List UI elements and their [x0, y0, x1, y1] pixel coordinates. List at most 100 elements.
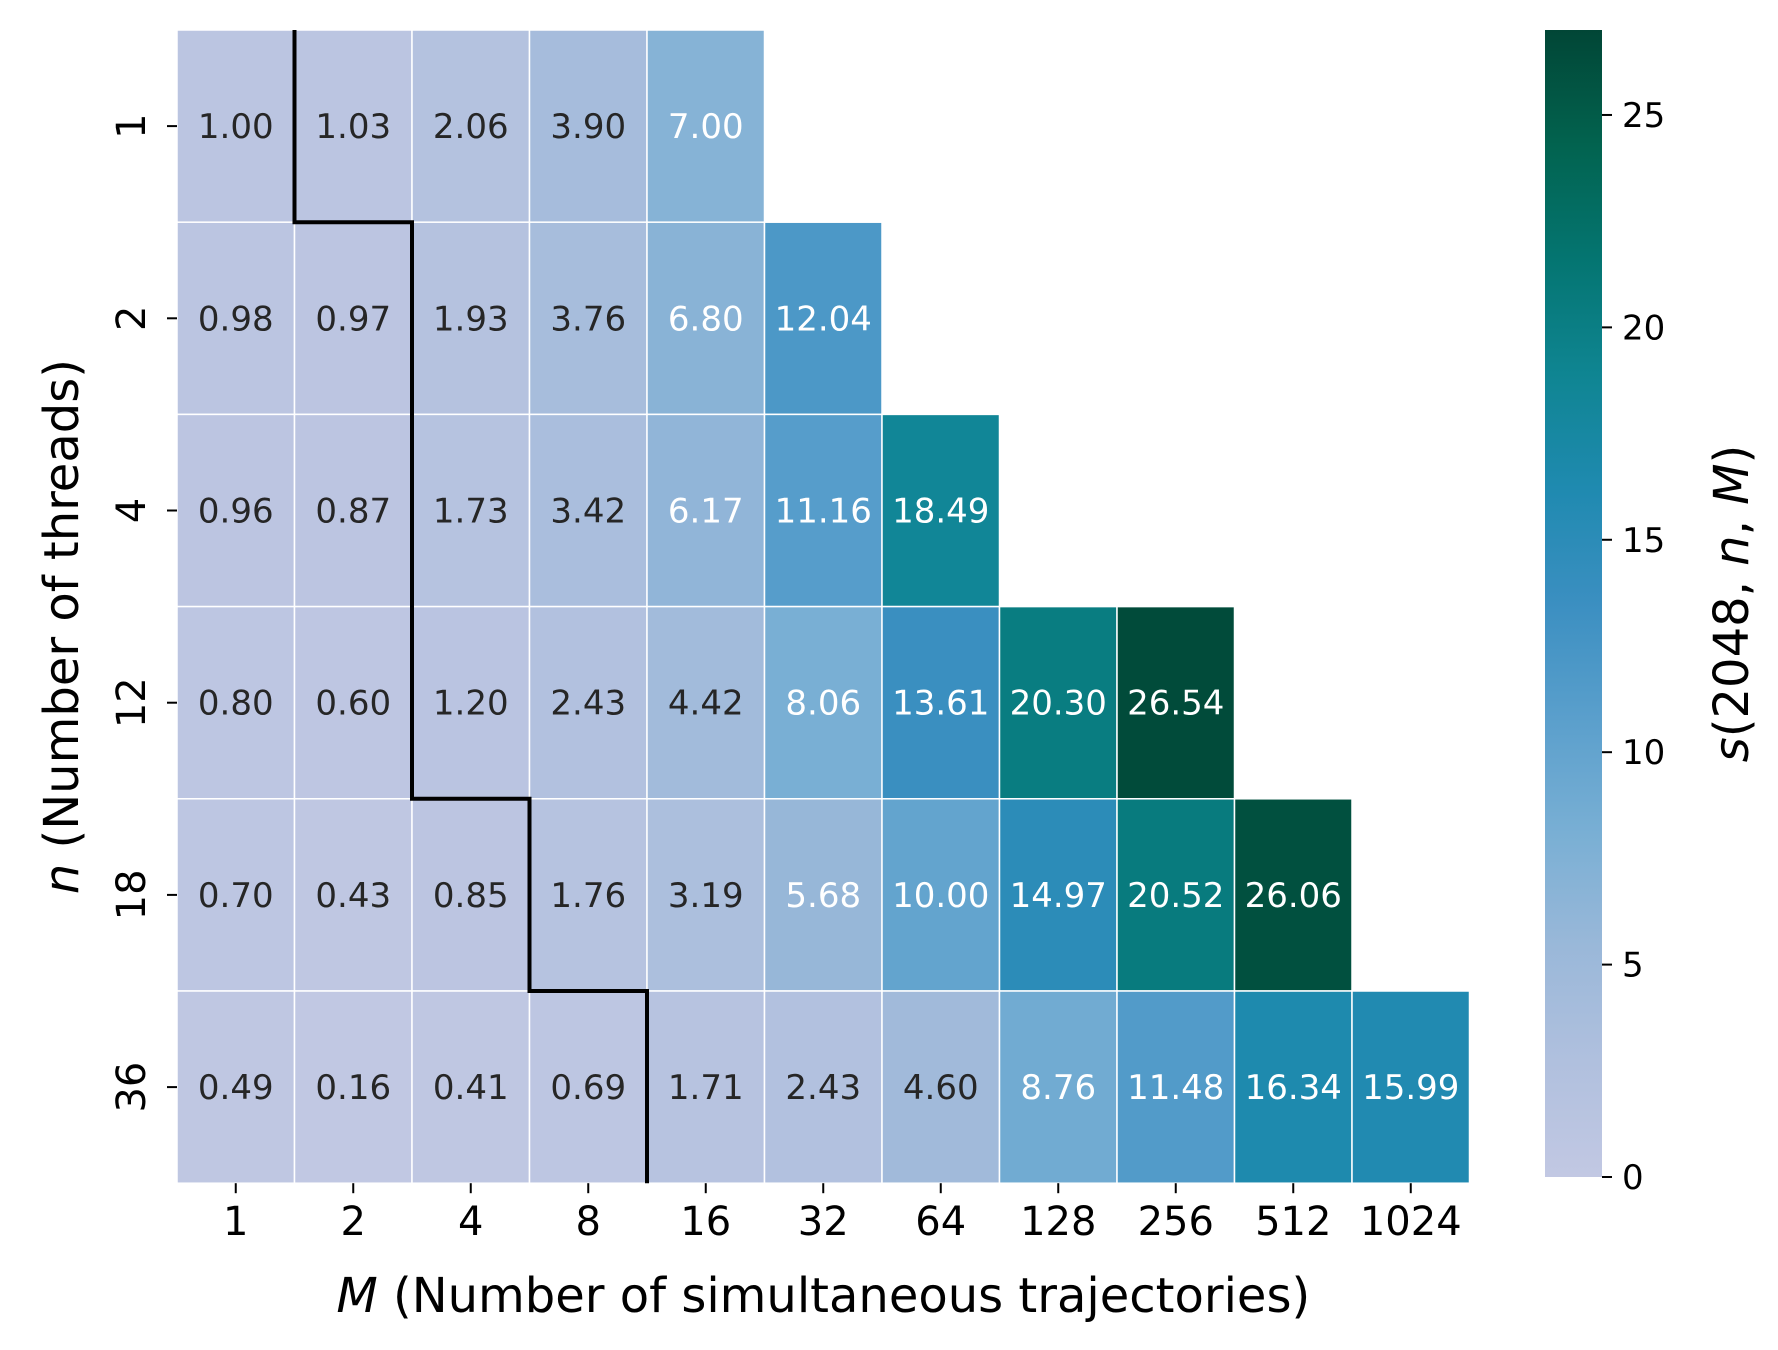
heatmap-cell [411, 29, 531, 223]
colorbar [1545, 30, 1602, 1177]
heatmap-cell [1116, 990, 1236, 1184]
cell-value-label: 15.99 [1362, 1068, 1459, 1108]
x-tick-label: 16 [680, 1199, 731, 1245]
x-tick-label: 1 [223, 1199, 248, 1245]
cell-value-label: 3.76 [550, 299, 626, 339]
cell-value-label: 0.85 [433, 876, 509, 916]
heatmap-cell [881, 605, 1001, 800]
heatmap-cell [1233, 798, 1353, 992]
cell-value-label: 20.30 [1010, 684, 1107, 724]
cell-value-label: 1.20 [433, 684, 509, 724]
heatmap-cell [1116, 798, 1236, 992]
heatmap-cell [646, 221, 766, 416]
cell-value-label: 0.60 [315, 684, 391, 724]
cell-value-label: 4.42 [668, 684, 744, 724]
cell-value-label: 18.49 [892, 492, 989, 532]
y-axis-title-text: (Number of threads) [34, 359, 90, 864]
x-tick-label: 128 [1020, 1199, 1096, 1245]
cell-value-label: 0.96 [198, 492, 274, 532]
y-tick-label: 12 [109, 677, 155, 728]
heatmap-cell [411, 990, 531, 1184]
heatmap-cell [998, 990, 1118, 1184]
x-axis-title-var: M [336, 1268, 377, 1324]
x-tick-label: 64 [915, 1199, 966, 1245]
heatmap-cell [411, 413, 531, 608]
cell-value-label: 0.43 [315, 876, 391, 916]
cell-value-label: 0.70 [198, 876, 274, 916]
cell-value-label: 13.61 [892, 684, 989, 724]
y-axis-title: n (Number of threads) [34, 359, 90, 894]
heatmap-cell [293, 798, 413, 992]
cell-value-label: 0.80 [198, 684, 274, 724]
colorbar-tick-label: 0 [1622, 1158, 1644, 1198]
cell-value-label: 2.43 [550, 684, 626, 724]
cell-value-label: 3.42 [550, 492, 626, 532]
cell-value-label: 8.06 [785, 684, 861, 724]
cell-value-label: 26.54 [1127, 684, 1224, 724]
cell-value-label: 5.68 [785, 876, 861, 916]
cell-value-label: 8.76 [1020, 1068, 1096, 1108]
cell-value-label: 2.43 [785, 1068, 861, 1108]
heatmap-cell [998, 798, 1118, 992]
heatmap-cell [293, 605, 413, 800]
cell-value-label: 3.90 [550, 107, 626, 147]
heatmap-cell [176, 29, 296, 223]
x-tick-label: 4 [458, 1199, 483, 1245]
cell-value-label: 4.60 [903, 1068, 979, 1108]
heatmap-cell [176, 221, 296, 416]
cell-value-label: 1.73 [433, 492, 509, 532]
heatmap-cell [881, 413, 1001, 608]
cell-value-label: 20.52 [1127, 876, 1224, 916]
cell-value-label: 1.76 [550, 876, 626, 916]
cell-value-label: 16.34 [1245, 1068, 1342, 1108]
cell-value-label: 1.71 [668, 1068, 744, 1108]
heatmap-cell [646, 605, 766, 800]
heatmap-cell [1116, 605, 1236, 800]
heatmap-cell [176, 605, 296, 800]
y-tick-label: 36 [109, 1062, 155, 1113]
cell-value-label: 6.80 [668, 299, 744, 339]
heatmap-cell [763, 221, 883, 416]
heatmap-cell [176, 413, 296, 608]
cell-value-label: 6.17 [668, 492, 744, 532]
heatmap-cell [528, 413, 648, 608]
cell-value-label: 2.06 [433, 107, 509, 147]
cell-value-label: 7.00 [668, 107, 744, 147]
cell-value-label: 14.97 [1010, 876, 1107, 916]
heatmap-cell [646, 29, 766, 223]
x-tick-label: 512 [1255, 1199, 1331, 1245]
heatmap-cell [1233, 990, 1353, 1184]
cell-value-label: 3.19 [668, 876, 744, 916]
x-tick-label: 32 [798, 1199, 849, 1245]
cell-value-label: 1.93 [433, 299, 509, 339]
heatmap-cell [176, 798, 296, 992]
heatmap-cell [293, 990, 413, 1184]
colorbar-title: s(2048, n, M) [1704, 445, 1760, 763]
heatmap-cell [646, 413, 766, 608]
cell-value-label: 1.03 [315, 107, 391, 147]
heatmap-cell [1351, 990, 1471, 1184]
x-tick-label: 1024 [1360, 1199, 1462, 1245]
x-axis-title: M (Number of simultaneous trajectories) [336, 1268, 1310, 1324]
colorbar-tick-label: 15 [1622, 521, 1665, 561]
cell-value-label: 0.98 [198, 299, 274, 339]
cell-value-label: 11.48 [1127, 1068, 1224, 1108]
heatmap-cell [293, 29, 413, 223]
x-tick-label: 256 [1138, 1199, 1214, 1245]
y-tick-label: 18 [109, 869, 155, 920]
cell-value-label: 26.06 [1245, 876, 1342, 916]
cell-value-label: 10.00 [892, 876, 989, 916]
x-tick-label: 8 [576, 1199, 601, 1245]
heatmap-cell [528, 605, 648, 800]
heatmap-cell [411, 605, 531, 800]
cell-value-label: 0.97 [315, 299, 391, 339]
colorbar-tick-label: 10 [1622, 733, 1665, 773]
cell-value-label: 11.16 [775, 492, 872, 532]
heatmap-cell [528, 798, 648, 992]
colorbar-tick-label: 5 [1622, 946, 1644, 986]
cell-value-label: 0.87 [315, 492, 391, 532]
heatmap-cells [176, 29, 1471, 1184]
heatmap-cell [763, 413, 883, 608]
